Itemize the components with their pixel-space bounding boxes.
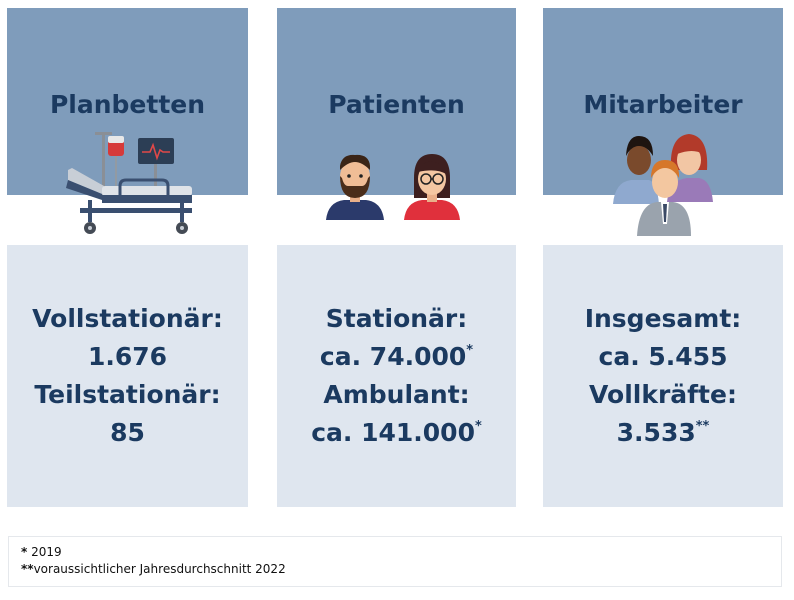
panel-planbetten: Vollstationär: 1.676 Teilstationär: 85 (7, 245, 248, 507)
line-label: Insgesamt: (584, 304, 742, 333)
footnote-2: **voraussichtlicher Jahresdurchschnitt 2… (21, 562, 286, 576)
line-label: Stationär: (325, 304, 468, 333)
line-label: Teilstationär: (34, 380, 221, 409)
footnote-1: * 2019 (21, 545, 62, 559)
panel-mitarbeiter: Insgesamt: ca. 5.455 Vollkräfte: 3.533** (543, 245, 783, 507)
patients-icon (326, 154, 460, 220)
line-label: Vollstationär: (32, 304, 223, 333)
hospital-bed-icon (66, 132, 192, 234)
line-value: ca. 74.000* (319, 342, 474, 371)
line-value: 3.533** (616, 418, 710, 447)
line-value: ca. 5.455 (598, 342, 728, 371)
line-label: Ambulant: (323, 380, 470, 409)
panel-patienten: Stationär: ca. 74.000* Ambulant: ca. 141… (277, 245, 516, 507)
header-planbetten: Planbetten (7, 8, 248, 195)
line-value: 1.676 (87, 342, 168, 371)
header-patienten: Patienten (277, 8, 516, 195)
line-label: Vollkräfte: (589, 380, 737, 409)
title-patienten: Patienten (328, 90, 465, 119)
line-value: 85 (110, 418, 145, 447)
title-mitarbeiter: Mitarbeiter (583, 90, 743, 119)
staff-group-icon (613, 134, 713, 236)
footnotes: * 2019 **voraussichtlicher Jahresdurchsc… (8, 536, 782, 587)
title-planbetten: Planbetten (49, 90, 206, 119)
line-value: ca. 141.000* (311, 418, 482, 447)
